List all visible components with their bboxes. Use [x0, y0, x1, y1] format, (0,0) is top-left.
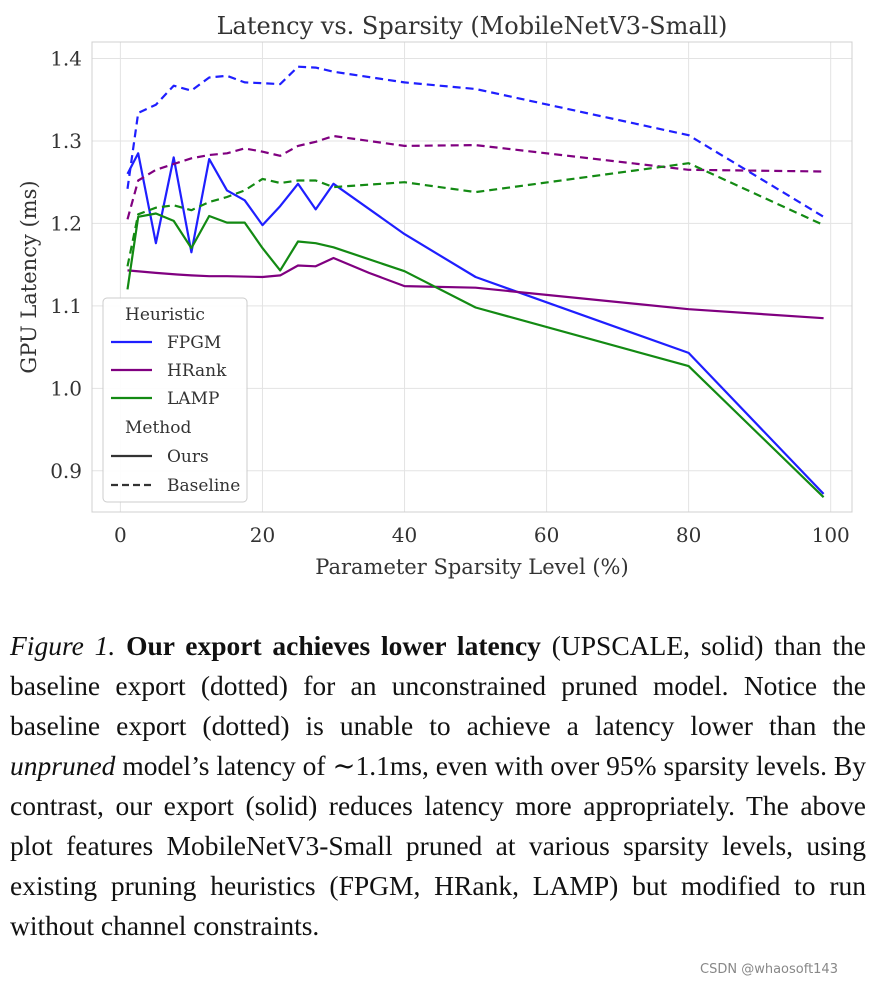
latency-sparsity-chart: 0 20 40 60 80 100 0.9 1.0 1.1 1.2 1.3 1.4 Latency …: [17, 12, 853, 579]
y-tick-label: 0.9: [50, 459, 82, 483]
x-axis-label: Parameter Sparsity Level (%): [315, 555, 628, 579]
caption-bold-lead: Our export achieves lower latency: [126, 630, 541, 661]
y-axis-label: GPU Latency (ms): [17, 180, 41, 373]
y-tick-labels: 0.9 1.0 1.1 1.2 1.3 1.4: [50, 46, 82, 482]
chart-title: Latency vs. Sparsity (MobileNetV3-Small): [217, 12, 728, 40]
legend-label-hrank: HRank: [167, 361, 227, 381]
series-hrank-ours: [127, 256, 824, 320]
legend-label-baseline: Baseline: [167, 476, 240, 496]
x-tick-label: 80: [676, 523, 701, 547]
series-fpgm-baseline: [126, 65, 825, 218]
series-fpgm-ours: [126, 152, 825, 495]
series-hrank-baseline: [126, 134, 824, 220]
legend-label-ours: Ours: [167, 447, 209, 467]
series-lamp-baseline: [126, 162, 825, 267]
plot-frame: [91, 41, 853, 513]
y-tick-label: 1.4: [50, 46, 82, 70]
series-lamp-ours: [126, 212, 825, 498]
legend-group-heuristic: Heuristic: [125, 305, 205, 325]
caption-text-1: (UPSCALE, solid) than the baseline expor…: [10, 630, 866, 741]
x-tick-label: 60: [534, 523, 559, 547]
legend-box: [102, 297, 248, 503]
legend-label-lamp: LAMP: [167, 389, 219, 409]
caption-text-2: model’s latency of ∼1.1ms, even with ove…: [10, 750, 866, 941]
x-tick-label: 0: [114, 523, 127, 547]
x-tick-label: 40: [392, 523, 417, 547]
y-tick-label: 1.1: [50, 294, 82, 318]
y-tick-label: 1.2: [50, 211, 82, 235]
y-tick-label: 1.0: [50, 376, 82, 400]
legend: Heuristic FPGM HRank LAMP Method Ours Ba…: [102, 297, 248, 503]
x-tick-label: 100: [812, 523, 850, 547]
y-tick-label: 1.3: [50, 129, 82, 153]
x-tick-label: 20: [250, 523, 275, 547]
series-lines: [126, 65, 825, 498]
figure-caption: Figure 1. Our export achieves lower late…: [10, 626, 866, 946]
watermark-text: CSDN @whaosoft143: [700, 962, 838, 977]
caption-figure-label: Figure 1.: [10, 630, 116, 661]
caption-emphasis: unpruned: [10, 750, 116, 781]
x-tick-labels: 0 20 40 60 80 100: [114, 523, 850, 547]
legend-group-method: Method: [125, 418, 191, 438]
legend-label-fpgm: FPGM: [167, 333, 221, 353]
